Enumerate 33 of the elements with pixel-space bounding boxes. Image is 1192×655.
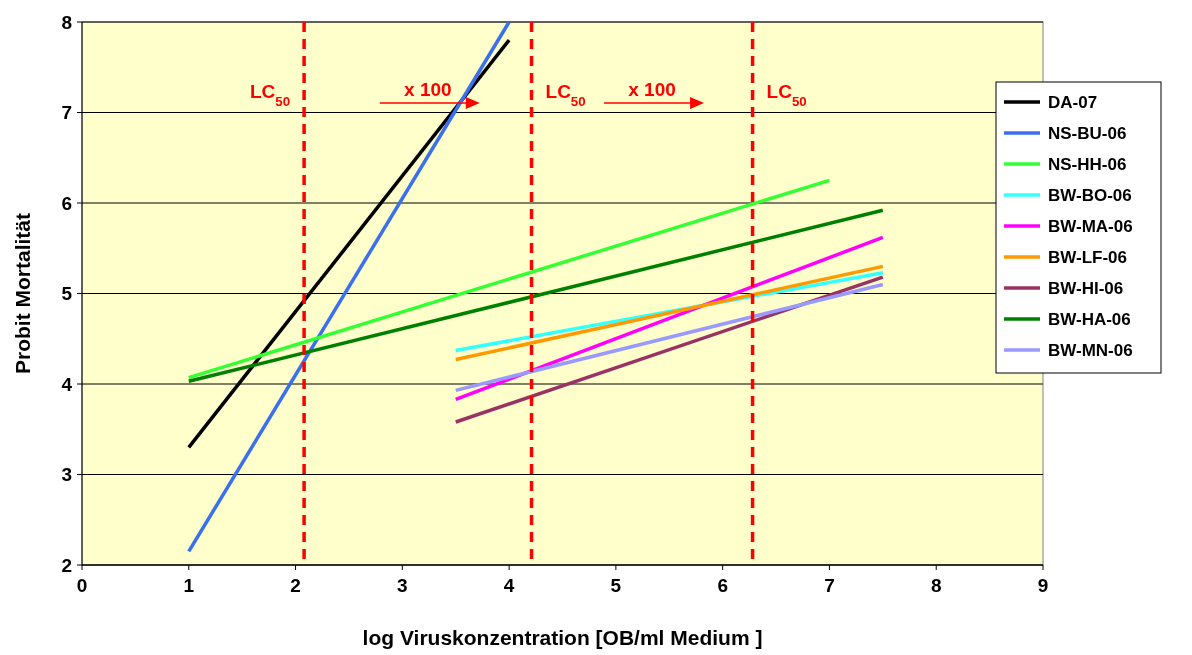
y-tick-label: 4 bbox=[61, 373, 73, 395]
legend-label: BW-MN-06 bbox=[1048, 340, 1133, 360]
legend-label: BW-HA-06 bbox=[1048, 309, 1131, 329]
x-tick-label: 8 bbox=[930, 575, 942, 596]
legend-label: NS-BU-06 bbox=[1048, 123, 1127, 143]
x-tick-label: 9 bbox=[1037, 575, 1049, 596]
ref-line-label: LC$_{50}$ bbox=[249, 81, 291, 109]
annotation: x 100 bbox=[404, 79, 452, 100]
x-tick-label: 3 bbox=[397, 575, 408, 596]
ref-line-label: LC$_{50}$ bbox=[545, 81, 586, 109]
x-tick-label: 4 bbox=[503, 575, 515, 596]
legend-label: DA-07 bbox=[1048, 92, 1098, 112]
y-axis-title: Probit Mortalität bbox=[11, 213, 34, 374]
x-tick-label: 2 bbox=[290, 575, 301, 596]
legend-label: BW-MA-06 bbox=[1048, 216, 1133, 236]
legend-label: BW-LF-06 bbox=[1048, 247, 1127, 267]
x-tick-label: 7 bbox=[824, 575, 835, 596]
y-tick-label: 2 bbox=[61, 554, 72, 576]
ref-line-label: LC$_{50}$ bbox=[766, 81, 807, 109]
annotation: x 100 bbox=[628, 79, 676, 100]
legend-label: BW-HI-06 bbox=[1048, 278, 1124, 298]
legend-label: BW-BO-06 bbox=[1048, 185, 1132, 205]
y-tick-label: 3 bbox=[61, 464, 72, 485]
x-axis-title: log Viruskonzentration [OB/ml Medium ] bbox=[362, 626, 763, 649]
x-tick-label: 5 bbox=[610, 575, 622, 596]
y-tick-label: 6 bbox=[61, 192, 72, 214]
y-tick-label: 5 bbox=[61, 283, 73, 304]
x-tick-label: 6 bbox=[717, 575, 728, 596]
x-tick-label: 1 bbox=[183, 575, 195, 596]
y-tick-label: 8 bbox=[61, 11, 72, 33]
y-tick-label: 7 bbox=[61, 102, 72, 123]
x-tick-label: 0 bbox=[76, 575, 88, 596]
legend-label: NS-HH-06 bbox=[1048, 154, 1127, 174]
